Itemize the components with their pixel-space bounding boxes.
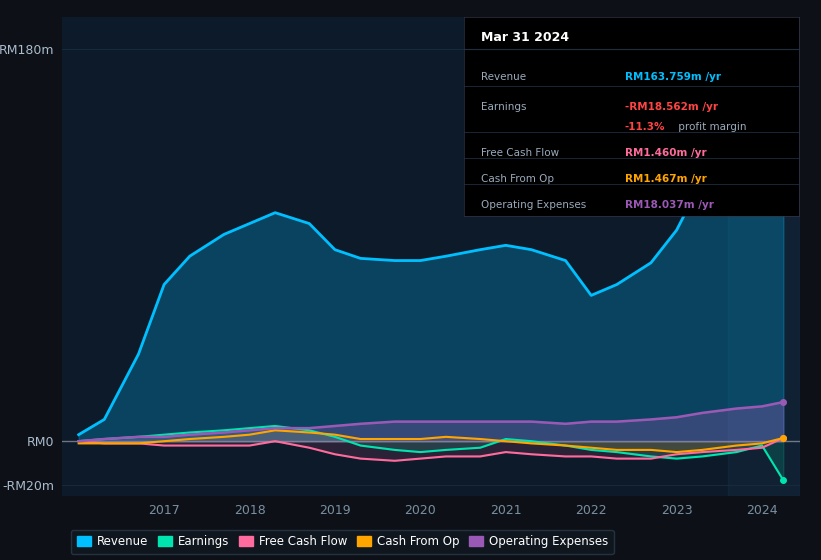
- Text: Cash From Op: Cash From Op: [480, 174, 553, 184]
- Text: RM163.759m /yr: RM163.759m /yr: [625, 72, 721, 82]
- Text: Mar 31 2024: Mar 31 2024: [480, 31, 569, 44]
- Text: RM18.037m /yr: RM18.037m /yr: [625, 200, 713, 209]
- Bar: [728, 17, 800, 496]
- Text: profit margin: profit margin: [675, 122, 746, 132]
- Text: Operating Expenses: Operating Expenses: [480, 200, 586, 209]
- Legend: Revenue, Earnings, Free Cash Flow, Cash From Op, Operating Expenses: Revenue, Earnings, Free Cash Flow, Cash …: [71, 530, 614, 554]
- Text: RM1.467m /yr: RM1.467m /yr: [625, 174, 706, 184]
- Text: Earnings: Earnings: [480, 102, 526, 113]
- Text: RM1.460m /yr: RM1.460m /yr: [625, 148, 706, 158]
- Text: -11.3%: -11.3%: [625, 122, 665, 132]
- Text: Revenue: Revenue: [480, 72, 525, 82]
- Text: Free Cash Flow: Free Cash Flow: [480, 148, 559, 158]
- Text: -RM18.562m /yr: -RM18.562m /yr: [625, 102, 718, 113]
